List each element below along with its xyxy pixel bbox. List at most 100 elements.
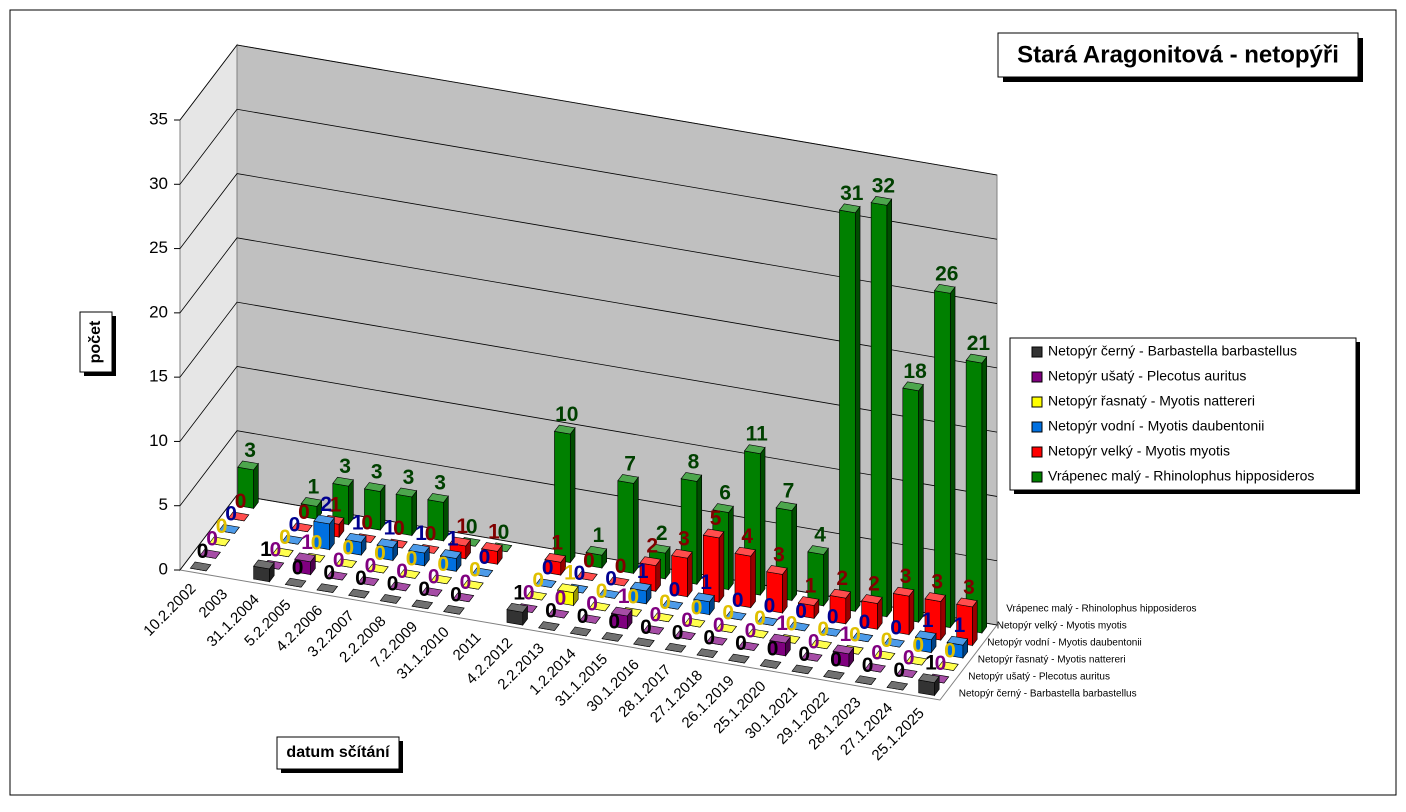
bar-top (313, 514, 335, 525)
legend-label: Vrápenec malý - Rhinolophus hipposideros (1048, 468, 1314, 484)
grid-line (179, 430, 998, 562)
bar-top (861, 594, 883, 604)
value-label: 0 (289, 513, 301, 536)
depth-label: Netopýr řasnatý - Myotis nattereri (978, 654, 1126, 665)
bar (430, 574, 453, 585)
value-label: 3 (931, 571, 943, 594)
x-title-frame (276, 736, 400, 770)
value-label: 1 (922, 609, 934, 632)
value-label: 11 (746, 423, 769, 446)
bar (344, 532, 367, 556)
value-label: 21 (967, 332, 991, 355)
bar (367, 563, 389, 574)
bar (462, 579, 484, 590)
bar (797, 596, 820, 620)
bar-top (819, 627, 842, 637)
bar-side (696, 474, 703, 586)
bar (411, 599, 434, 610)
bar-top (766, 565, 788, 575)
y-axis-title-box: počet (79, 311, 116, 376)
grid-line (179, 365, 998, 497)
bar-top (674, 630, 696, 641)
legend-label: Netopýr vodní - Myotis daubentonii (1048, 418, 1264, 434)
value-label: 0 (640, 616, 652, 639)
value-label: 1 (776, 612, 788, 635)
value-label: 3 (963, 576, 975, 599)
value-label: 26 (935, 262, 958, 285)
bar (791, 664, 814, 675)
bar-top (810, 639, 833, 650)
bar-top (525, 590, 548, 601)
value-label: 0 (795, 600, 807, 623)
bar-top (914, 630, 937, 641)
value-label: 2 (868, 573, 880, 596)
value-label: 1 (384, 517, 396, 540)
bar-top (775, 501, 798, 511)
bar-top (886, 680, 909, 691)
value-label: 10 (555, 403, 578, 426)
bar-top (218, 524, 240, 534)
bar-top (851, 632, 874, 643)
value-label: 0 (703, 627, 715, 650)
bar-top (189, 561, 212, 572)
value-label: 3 (244, 439, 256, 462)
bar-side (854, 205, 861, 613)
bar-top (598, 589, 620, 599)
bar-top (702, 528, 725, 539)
bar-side (940, 594, 946, 641)
bar-top (946, 635, 969, 646)
bar-top (829, 588, 852, 599)
bar (253, 559, 275, 583)
bar-top (756, 616, 779, 626)
bar (800, 652, 823, 662)
bar (715, 623, 738, 633)
y-tick-label: 35 (149, 109, 168, 128)
value-label: 0 (342, 537, 354, 560)
bar-top (838, 203, 861, 214)
bar-top (652, 612, 674, 623)
bar (610, 606, 633, 630)
bar-top (395, 487, 418, 498)
grid-line (179, 301, 998, 433)
bar-top (357, 576, 380, 586)
value-label: 0 (428, 565, 440, 588)
bar-top (506, 602, 529, 613)
bar-top (902, 381, 924, 392)
bar-top (601, 632, 624, 642)
value-label: 0 (387, 573, 399, 596)
value-label: 7 (624, 453, 636, 476)
value-label: 3 (434, 471, 446, 494)
grid-line (179, 44, 998, 176)
bar-side (569, 426, 576, 564)
bar-top (617, 474, 639, 484)
value-label: 0 (659, 591, 671, 614)
depth-label: Vrápenec malý - Rhinolophus hipposideros (1006, 603, 1196, 614)
value-label: 8 (688, 450, 700, 473)
bar (398, 569, 421, 579)
bar-top (788, 621, 810, 632)
bar-side (718, 530, 725, 604)
value-label: 1 (954, 614, 966, 637)
bar-top (335, 558, 358, 568)
bar (886, 680, 909, 691)
bar-top (905, 655, 928, 666)
bar-top (759, 659, 782, 669)
bar (705, 635, 728, 646)
value-label: 0 (608, 610, 620, 633)
bar-top (237, 460, 259, 471)
value-label: 2 (646, 535, 658, 558)
value-label: 1 (456, 515, 468, 538)
value-label: 0 (279, 526, 291, 549)
plot-area: 0510152025303510.2.2002200331.1.20045.2.… (140, 43, 1197, 764)
y-tick-label: 10 (149, 431, 168, 450)
bar (756, 616, 779, 626)
bar-top (832, 644, 855, 655)
bar-top (823, 669, 845, 680)
value-label: 0 (605, 568, 617, 591)
value-label: 1 (260, 538, 272, 561)
bar-top (705, 635, 728, 646)
bar-side (782, 567, 788, 614)
value-label: 0 (713, 614, 725, 637)
bar (693, 592, 715, 616)
bar (918, 673, 940, 697)
